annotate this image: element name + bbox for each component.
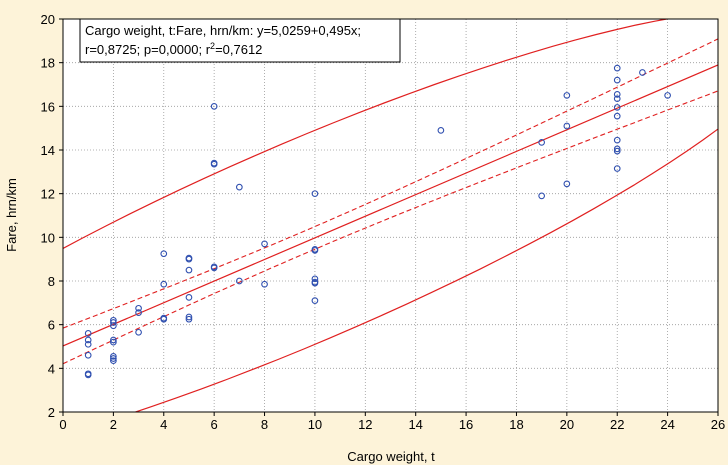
legend-statistics: r=0,8725; p=0,0000; r2=0,7612	[85, 41, 262, 57]
prediction-ellipse	[63, 19, 718, 412]
prediction-ellipse-path	[63, 19, 718, 412]
data-point	[160, 250, 168, 258]
data-point	[185, 255, 193, 263]
x-tick-label: 16	[459, 417, 473, 432]
y-tick-label: 8	[48, 274, 55, 289]
x-tick-label: 14	[408, 417, 422, 432]
data-point	[210, 264, 218, 272]
data-point	[84, 340, 92, 348]
data-point	[613, 95, 621, 103]
data-point	[210, 160, 218, 168]
data-point	[185, 315, 193, 323]
y-tick-label: 14	[41, 143, 55, 158]
data-point	[613, 145, 621, 153]
data-point	[110, 336, 117, 344]
data-point	[437, 127, 445, 134]
y-tick-label: 4	[48, 361, 55, 376]
data-point	[613, 112, 621, 120]
data-point	[110, 355, 117, 362]
confidence-band-upper	[63, 38, 718, 329]
legend-equation: Cargo weight, t:Fare, hrn/km: y=5,0259+0…	[85, 23, 361, 38]
x-axis-title: Cargo weight, t	[347, 449, 435, 464]
data-point	[261, 240, 268, 248]
data-point	[160, 280, 168, 288]
x-tick-label: 0	[59, 417, 66, 432]
y-tick-label: 12	[41, 187, 55, 202]
legend-r2-value: =0,7612	[215, 42, 262, 57]
data-point	[135, 304, 142, 312]
y-axis-title: Fare, hrn/km	[4, 178, 19, 252]
data-point	[538, 139, 546, 146]
data-point	[311, 247, 319, 254]
data-point	[110, 319, 117, 326]
data-point	[110, 352, 117, 360]
data-point	[84, 336, 92, 344]
plot-area	[62, 18, 719, 413]
data-point	[84, 330, 92, 337]
data-point	[563, 92, 571, 99]
data-points	[84, 64, 671, 379]
data-point	[235, 277, 243, 285]
y-tick-label: 20	[41, 12, 55, 27]
data-point	[84, 351, 92, 359]
legend-box: Cargo weight, t:Fare, hrn/km: y=5,0259+0…	[79, 18, 401, 63]
data-point	[613, 104, 621, 111]
x-tick-label: 6	[211, 417, 218, 432]
x-tick-label: 20	[560, 417, 574, 432]
x-tick-label: 18	[509, 417, 523, 432]
data-point	[613, 90, 621, 98]
data-point	[110, 338, 117, 346]
data-point	[311, 275, 319, 283]
data-point	[639, 69, 646, 76]
x-tick-label: 24	[660, 417, 674, 432]
data-point	[311, 190, 319, 198]
y-tick-label: 2	[48, 405, 55, 420]
data-point	[311, 279, 319, 287]
data-point	[664, 92, 671, 99]
x-tick-label: 26	[711, 417, 725, 432]
data-point	[613, 136, 621, 144]
regression-line	[63, 64, 718, 347]
data-point	[185, 266, 193, 274]
data-point	[135, 328, 142, 336]
data-point	[210, 102, 218, 110]
data-point	[261, 280, 268, 288]
data-point	[563, 122, 571, 130]
data-point	[538, 192, 546, 200]
legend-stat-text: r=0,8725; p=0,0000; r	[85, 42, 211, 57]
fit-lines	[63, 38, 718, 365]
y-tick-label: 10	[41, 230, 55, 245]
x-tick-label: 8	[261, 417, 268, 432]
y-tick-label: 6	[48, 318, 55, 333]
x-tick-label: 4	[160, 417, 167, 432]
legend-frame	[79, 18, 401, 63]
y-tick-label: 18	[41, 56, 55, 71]
x-tick-label: 10	[308, 417, 322, 432]
data-point	[613, 147, 621, 155]
y-tick-label: 16	[41, 99, 55, 114]
x-tick-label: 2	[110, 417, 117, 432]
data-point	[135, 309, 142, 317]
confidence-band-lower	[63, 90, 718, 365]
data-point	[613, 64, 621, 72]
data-point	[110, 357, 117, 365]
data-point	[235, 183, 243, 191]
data-point	[110, 322, 117, 330]
x-tick-label: 12	[358, 417, 372, 432]
data-point	[185, 313, 193, 321]
data-point	[613, 165, 621, 172]
x-tick-label: 22	[610, 417, 624, 432]
data-point	[185, 294, 193, 301]
data-point	[84, 371, 92, 379]
data-point	[613, 76, 621, 84]
legend-r2-superscript: 2	[210, 41, 215, 51]
data-point	[311, 297, 319, 305]
data-point	[160, 315, 168, 323]
data-point	[563, 180, 571, 188]
